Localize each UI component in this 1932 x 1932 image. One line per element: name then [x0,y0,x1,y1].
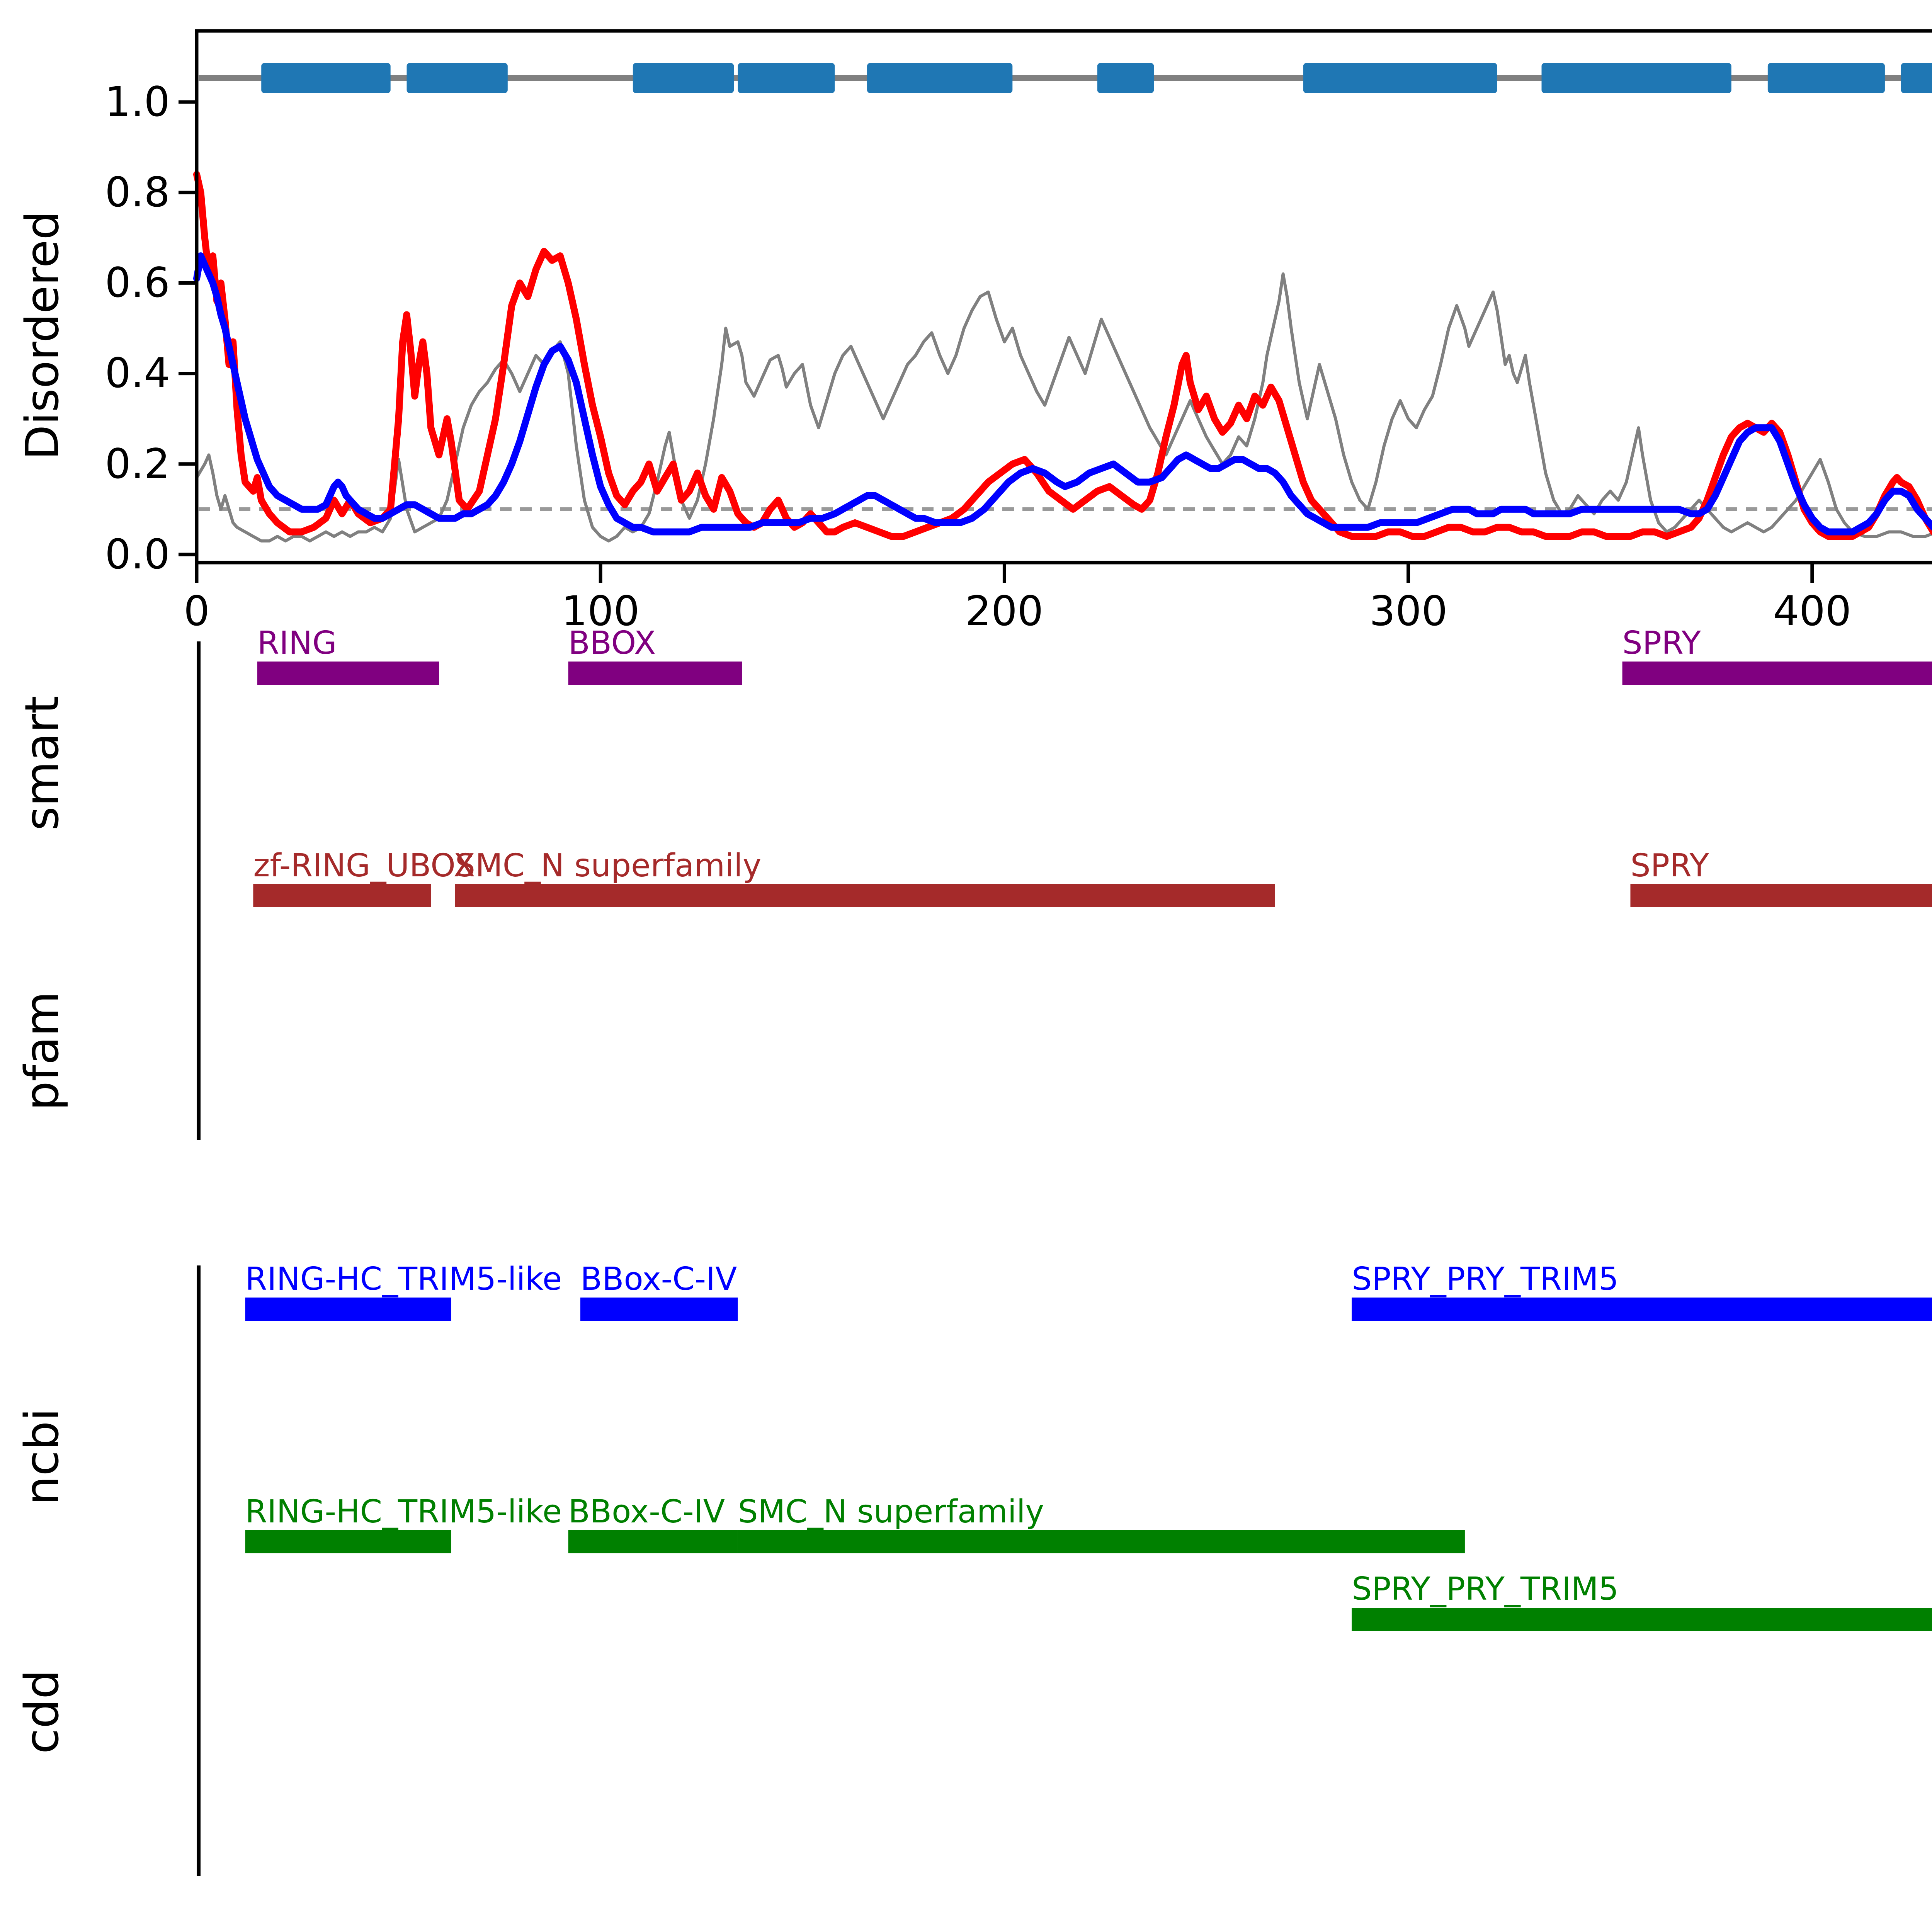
domain-bar-cdd [738,1530,1465,1553]
domain-label-smart: SPRY [1622,625,1701,662]
y-tick-0.4: 0.4 [105,349,170,397]
top-x-tick-labels: 0 100 200 300 400 [184,587,1851,635]
track-label-smart: smart [15,696,69,830]
domain-label-smart: BBOX [568,625,656,662]
curve-spot-d [193,252,1932,536]
domain-bar-ncbi [580,1298,738,1321]
y-tick-labels: 0.0 0.2 0.4 0.6 0.8 1.0 [105,78,170,578]
top-plot-border [195,29,1932,565]
domain-bar-cdd [1352,1608,1932,1631]
y-tick-0.8: 0.8 [105,168,170,216]
ordered-region-box [633,63,734,93]
domain-label-smart: RING [257,625,337,662]
ncbi-cdd-axis-spine [197,1265,201,1876]
domain-label-ncbi: RING-HC_TRIM5-like [245,1261,562,1298]
domain-bar-cdd [568,1530,738,1553]
domain-label-pfam: SMC_N superfamily [455,847,761,884]
domain-bar-ncbi [1352,1298,1932,1321]
y-tick-0.0: 0.0 [105,531,170,578]
top-x-tick-0: 0 [184,587,209,635]
ordered-region-box [738,63,835,93]
track-label-cdd: cdd [15,1670,69,1754]
ordered-region-box [406,63,508,93]
domain-bar-ncbi [245,1298,451,1321]
top-x-tick-300: 300 [1369,587,1447,635]
domain-bar-pfam [1630,884,1932,907]
curve-disopred [193,171,1932,540]
ordered-region-box [1097,63,1154,93]
top-x-tick-400: 400 [1773,587,1851,635]
y-axis-title: Disordered [15,211,69,460]
domain-label-pfam: zf-RING_UBOX [253,847,475,884]
domain-label-cdd: RING-HC_TRIM5-like [245,1493,562,1530]
track-label-pfam: pfam [15,992,69,1111]
top-plot-ticks [179,100,1814,583]
domain-label-ncbi: SPRY_PRY_TRIM5 [1352,1261,1619,1298]
disorder-curves-layer [193,171,1932,543]
y-tick-0.2: 0.2 [105,440,170,488]
ordered-region-layer [199,63,1932,93]
ordered-region-box [261,63,391,93]
domain-label-pfam: SPRY [1630,847,1709,884]
track-label-ncbi: ncbi [15,1408,69,1505]
y-tick-1.0: 1.0 [105,78,170,126]
domain-bar-smart [1622,662,1932,685]
domain-label-ncbi: BBox-C-IV [580,1261,737,1298]
domain-bar-smart [257,662,439,685]
curve-iupred [195,272,1932,543]
top-x-tick-100: 100 [561,587,639,635]
domain-bar-smart [568,662,742,685]
top-x-tick-200: 200 [965,587,1043,635]
ordered-region-box [867,63,1013,93]
domain-label-cdd: SMC_N superfamily [738,1493,1044,1530]
ordered-region-box [1541,63,1731,93]
ordered-region-box [1303,63,1497,93]
ordered-region-box [1767,63,1885,93]
domain-bar-cdd [245,1530,451,1553]
domain-bar-pfam [455,884,1275,907]
domain-bar-pfam [253,884,431,907]
smart-pfam-axis-spine [197,641,201,1140]
ordered-region-box [1901,63,1932,93]
y-tick-0.6: 0.6 [105,259,170,306]
domain-label-cdd: SPRY_PRY_TRIM5 [1352,1571,1619,1607]
domain-label-cdd: BBox-C-IV [568,1493,725,1530]
